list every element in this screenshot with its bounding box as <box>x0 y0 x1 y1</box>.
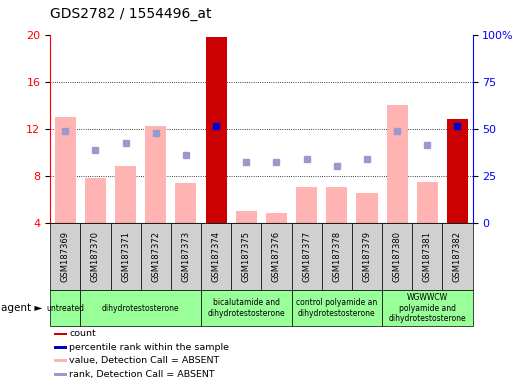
Text: control polyamide an
dihydrotestosterone: control polyamide an dihydrotestosterone <box>296 298 378 318</box>
Bar <box>322 223 352 290</box>
Text: bicalutamide and
dihydrotestosterone: bicalutamide and dihydrotestosterone <box>208 298 285 318</box>
Bar <box>352 223 382 290</box>
Bar <box>296 187 317 223</box>
Bar <box>145 126 166 223</box>
Bar <box>80 223 110 290</box>
Text: GSM187377: GSM187377 <box>302 231 311 282</box>
Bar <box>261 223 291 290</box>
Bar <box>382 290 473 326</box>
Bar <box>54 373 67 376</box>
Bar <box>386 105 408 223</box>
Bar <box>115 166 136 223</box>
Text: agent ►: agent ► <box>1 303 42 313</box>
Text: GSM187382: GSM187382 <box>453 231 462 282</box>
Bar <box>291 290 382 326</box>
Bar <box>54 346 67 349</box>
Bar <box>85 178 106 223</box>
Bar <box>175 183 196 223</box>
Text: GSM187376: GSM187376 <box>272 231 281 282</box>
Text: GSM187372: GSM187372 <box>151 231 161 282</box>
Text: value, Detection Call = ABSENT: value, Detection Call = ABSENT <box>70 356 220 365</box>
Text: rank, Detection Call = ABSENT: rank, Detection Call = ABSENT <box>70 370 215 379</box>
Text: dihydrotestosterone: dihydrotestosterone <box>102 304 180 313</box>
Text: GSM187375: GSM187375 <box>242 231 251 282</box>
Bar <box>412 223 442 290</box>
Text: WGWWCW
polyamide and
dihydrotestosterone: WGWWCW polyamide and dihydrotestosterone <box>389 293 466 323</box>
Bar <box>80 290 201 326</box>
Text: GSM187378: GSM187378 <box>332 231 341 282</box>
Text: GSM187379: GSM187379 <box>362 231 372 282</box>
Bar <box>231 223 261 290</box>
Text: GSM187380: GSM187380 <box>393 231 402 282</box>
Bar <box>447 119 468 223</box>
Text: GSM187371: GSM187371 <box>121 231 130 282</box>
Bar <box>110 223 140 290</box>
Bar <box>50 290 80 326</box>
Bar <box>382 223 412 290</box>
Bar <box>442 223 473 290</box>
Bar <box>50 223 80 290</box>
Bar <box>201 290 291 326</box>
Text: GDS2782 / 1554496_at: GDS2782 / 1554496_at <box>50 7 212 21</box>
Bar <box>356 193 378 223</box>
Bar <box>54 333 67 335</box>
Bar <box>291 223 322 290</box>
Text: GSM187373: GSM187373 <box>182 231 191 282</box>
Bar <box>171 223 201 290</box>
Text: GSM187370: GSM187370 <box>91 231 100 282</box>
Text: GSM187374: GSM187374 <box>212 231 221 282</box>
Text: percentile rank within the sample: percentile rank within the sample <box>70 343 230 352</box>
Bar <box>205 37 227 223</box>
Bar <box>55 117 76 223</box>
Bar <box>54 359 67 362</box>
Bar <box>235 211 257 223</box>
Text: GSM187381: GSM187381 <box>423 231 432 282</box>
Bar <box>326 187 347 223</box>
Text: untreated: untreated <box>46 304 84 313</box>
Bar <box>417 182 438 223</box>
Bar <box>201 223 231 290</box>
Text: count: count <box>70 329 96 338</box>
Text: GSM187369: GSM187369 <box>61 231 70 282</box>
Bar <box>266 214 287 223</box>
Bar <box>140 223 171 290</box>
